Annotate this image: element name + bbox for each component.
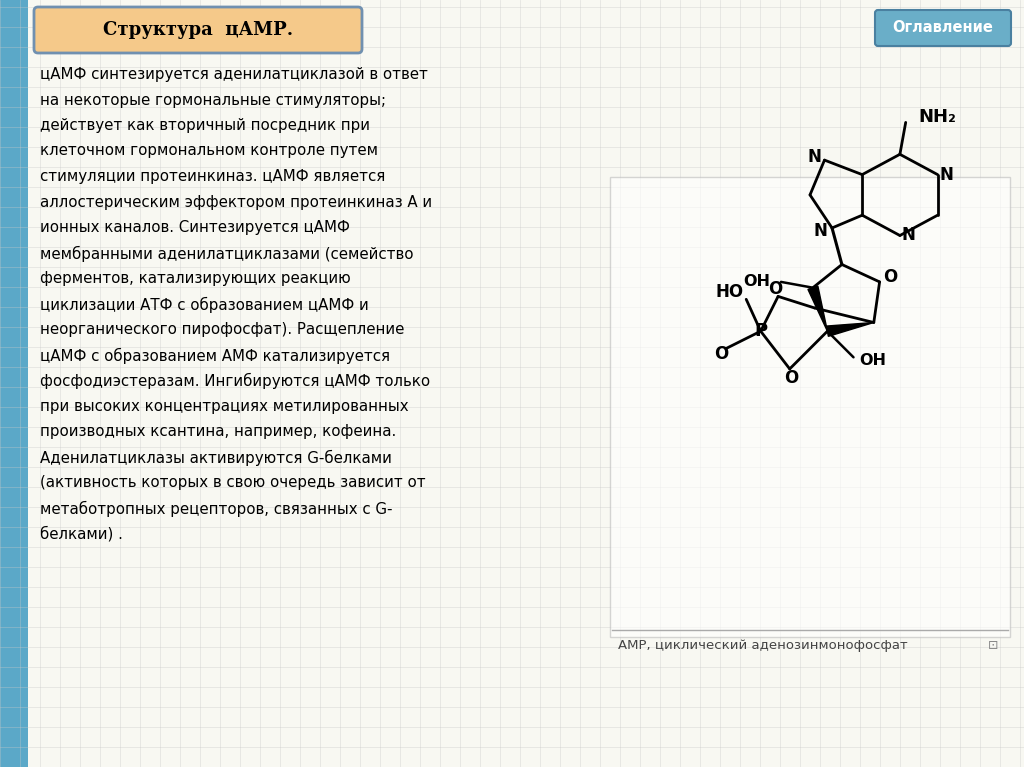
Text: (активность которых в свою очередь зависит от: (активность которых в свою очередь завис… xyxy=(40,475,426,490)
Polygon shape xyxy=(808,286,827,331)
Text: N: N xyxy=(902,226,915,245)
Text: N: N xyxy=(939,166,953,183)
Text: белками) .: белками) . xyxy=(40,526,123,542)
Text: действует как вторичный посредник при: действует как вторичный посредник при xyxy=(40,118,370,133)
Text: мембранными аденилатциклазами (семейство: мембранными аденилатциклазами (семейство xyxy=(40,245,414,262)
Text: неорганического пирофосфат). Расщепление: неорганического пирофосфат). Расщепление xyxy=(40,322,404,337)
Polygon shape xyxy=(826,322,873,337)
Text: OH: OH xyxy=(859,353,887,367)
Text: ферментов, катализирующих реакцию: ферментов, катализирующих реакцию xyxy=(40,271,351,286)
Text: Аденилатциклазы активируются G-белками: Аденилатциклазы активируются G-белками xyxy=(40,449,392,466)
Text: O: O xyxy=(883,268,897,286)
Text: аллостерическим эффектором протеинкиназ А и: аллостерическим эффектором протеинкиназ … xyxy=(40,195,432,209)
Text: ионных каналов. Синтезируется цАМФ: ионных каналов. Синтезируется цАМФ xyxy=(40,220,350,235)
Text: метаботропных рецепторов, связанных с G-: метаботропных рецепторов, связанных с G- xyxy=(40,501,392,517)
Text: фосфодиэстеразам. Ингибируются цАМФ только: фосфодиэстеразам. Ингибируются цАМФ толь… xyxy=(40,373,430,389)
Text: OH: OH xyxy=(743,275,770,289)
Text: клеточном гормональном контроле путем: клеточном гормональном контроле путем xyxy=(40,143,378,159)
Text: ⊡: ⊡ xyxy=(987,639,998,652)
Text: цАМФ синтезируется аденилатциклазой в ответ: цАМФ синтезируется аденилатциклазой в от… xyxy=(40,67,428,82)
Text: O: O xyxy=(783,369,798,387)
Text: NH₂: NH₂ xyxy=(919,107,956,126)
Text: N: N xyxy=(808,148,821,166)
Text: АМР, циклический аденозинмонофосфат: АМР, циклический аденозинмонофосфат xyxy=(618,639,907,652)
Text: Структура  цАМР.: Структура цАМР. xyxy=(103,21,293,39)
Text: Оглавление: Оглавление xyxy=(893,21,993,35)
Text: HO: HO xyxy=(715,283,743,301)
Text: O: O xyxy=(768,281,782,298)
FancyBboxPatch shape xyxy=(874,10,1011,46)
Text: O: O xyxy=(714,345,728,364)
Bar xyxy=(0,0,28,767)
Bar xyxy=(610,177,1010,637)
Text: при высоких концентрациях метилированных: при высоких концентрациях метилированных xyxy=(40,399,409,413)
Text: P: P xyxy=(754,322,767,341)
Text: N: N xyxy=(813,222,827,240)
Text: производных ксантина, например, кофеина.: производных ксантина, например, кофеина. xyxy=(40,424,396,439)
Text: циклизации АТФ с образованием цАМФ и: циклизации АТФ с образованием цАМФ и xyxy=(40,297,369,313)
Text: на некоторые гормональные стимуляторы;: на некоторые гормональные стимуляторы; xyxy=(40,93,386,107)
FancyBboxPatch shape xyxy=(34,7,362,53)
Text: стимуляции протеинкиназ. цАМФ является: стимуляции протеинкиназ. цАМФ является xyxy=(40,169,385,184)
Text: цАМФ с образованием АМФ катализируется: цАМФ с образованием АМФ катализируется xyxy=(40,347,390,364)
